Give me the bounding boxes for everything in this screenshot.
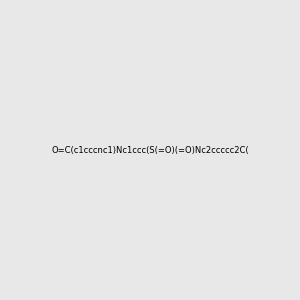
Text: O=C(c1cccnc1)Nc1ccc(S(=O)(=O)Nc2ccccc2C(: O=C(c1cccnc1)Nc1ccc(S(=O)(=O)Nc2ccccc2C( xyxy=(51,146,249,154)
